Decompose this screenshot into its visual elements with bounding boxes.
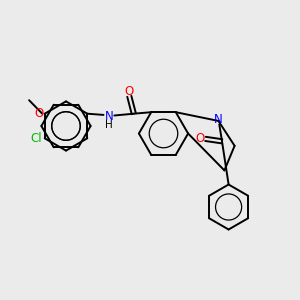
Text: O: O [34,107,43,120]
Text: H: H [105,119,113,130]
Text: O: O [196,132,205,146]
Text: Cl: Cl [31,132,42,145]
Text: N: N [214,113,223,126]
Text: N: N [104,110,113,123]
Text: O: O [125,85,134,98]
